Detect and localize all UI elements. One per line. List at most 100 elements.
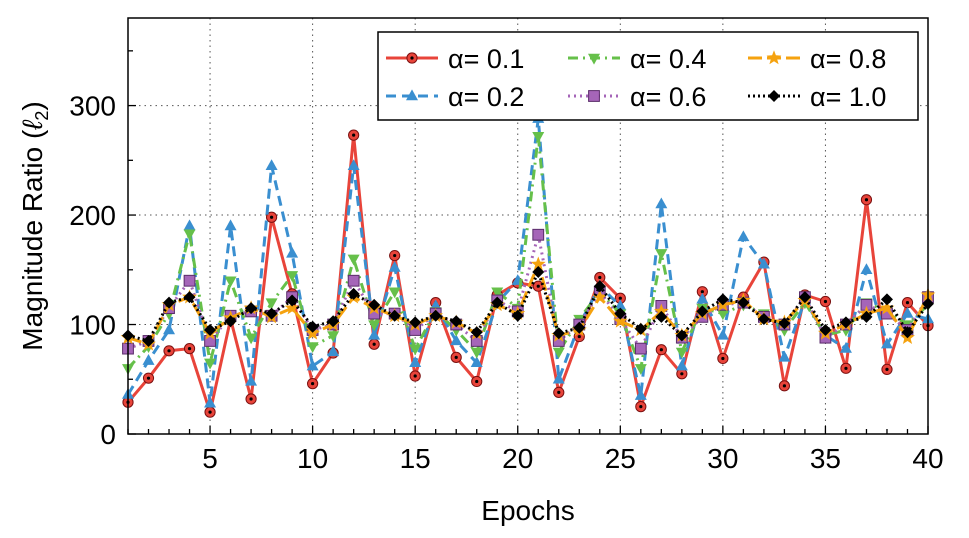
data-point [183,291,196,304]
data-point [716,293,729,306]
data-point [265,159,278,170]
data-point [552,372,565,384]
data-point [839,316,852,329]
data-point-center [536,284,540,288]
legend-label: α= 0.4 [630,44,706,74]
data-point [880,337,893,349]
series-6 [122,265,934,347]
data-point [327,345,340,357]
y-axis-label-symbol: ℓ [17,119,48,131]
y-axis-label-subscript: 2 [32,111,52,121]
data-point [204,358,217,370]
legend-label: α= 0.2 [448,82,524,112]
data-point-center [372,342,376,346]
legend-label: α= 0.1 [448,44,524,74]
data-point [284,300,300,315]
data-point [552,347,565,359]
data-point [588,90,600,102]
data-point [327,331,340,343]
data-point-center [618,296,622,300]
legend-label: α= 0.6 [630,82,706,112]
data-point [588,53,600,65]
data-point [879,300,895,315]
data-point-center [659,348,663,352]
legend-item: α= 0.1 [386,44,524,74]
legend-item: α= 1.0 [748,82,886,112]
data-point [696,305,709,318]
data-point [183,229,196,241]
data-point [634,389,647,400]
data-point [327,315,340,328]
data-point [716,328,729,340]
data-point [655,249,668,260]
data-point [778,350,791,362]
legend: α= 0.1 α= 0.2 α= 0.4 α= 0.6 α= 0.8 α= 1.0 [377,31,919,121]
data-point-center [598,275,602,280]
data-point [634,364,647,375]
data-point [511,309,524,322]
data-point [368,328,381,340]
data-point [245,333,258,345]
series-3 [122,132,934,375]
data-point [183,274,196,287]
data-point-center [146,376,151,380]
legend-item: α= 0.2 [386,82,524,112]
data-point-center [454,355,458,359]
data-point [634,322,647,335]
data-point [593,280,606,293]
data-point [612,313,628,328]
data-point [675,359,688,371]
y-axis-label-text: Magnitude Ratio ( [17,129,48,351]
data-point [409,344,422,356]
data-point [409,316,422,329]
data-point [530,256,546,271]
axis-ticks: 5 10 15 20 25 30 35 40 0 100 200 300 [69,50,944,474]
data-point-center [823,299,828,304]
y-tick-label: 200 [69,200,116,231]
series-line [127,233,930,351]
data-point-center [557,390,561,394]
data-point [901,306,914,318]
data-point [306,342,319,354]
y-axis-label: Magnitude Ratio (ℓ2) [17,101,52,350]
data-point-center [269,215,274,219]
series-2 [122,112,934,408]
data-point [532,228,545,241]
data-point-center [680,372,684,376]
data-point [286,294,299,307]
data-point [757,313,770,326]
x-tick-label: 40 [912,443,943,474]
data-point [450,334,463,346]
data-point [306,359,319,371]
y-tick-label: 300 [69,91,116,122]
x-tick-label: 15 [400,443,431,474]
data-point [655,310,668,323]
legend-label: α= 0.8 [810,44,886,74]
data-point [245,302,258,315]
data-point [592,289,608,304]
data-point [491,296,504,309]
legend-item: α= 0.8 [748,44,886,74]
data-point [347,254,360,266]
legend-box [377,31,919,121]
data-point [347,159,360,170]
data-point [265,307,278,320]
legend-label: α= 1.0 [810,82,886,112]
data-point [839,342,852,353]
data-point [470,326,483,339]
legend-item: α= 0.4 [568,44,706,74]
y-axis-label-close: ) [17,101,48,110]
data-point-center [864,198,869,202]
data-point [819,324,832,336]
data-point [163,296,176,309]
x-tick-label: 20 [502,443,533,474]
data-point [224,219,237,231]
data-point [409,356,422,368]
data-point-center [844,366,848,370]
data-point-center [167,349,171,353]
data-point-center [782,384,787,388]
data-point-center [413,374,417,378]
data-point [347,287,360,300]
y-tick-label: 100 [69,310,116,341]
data-point [306,320,319,333]
